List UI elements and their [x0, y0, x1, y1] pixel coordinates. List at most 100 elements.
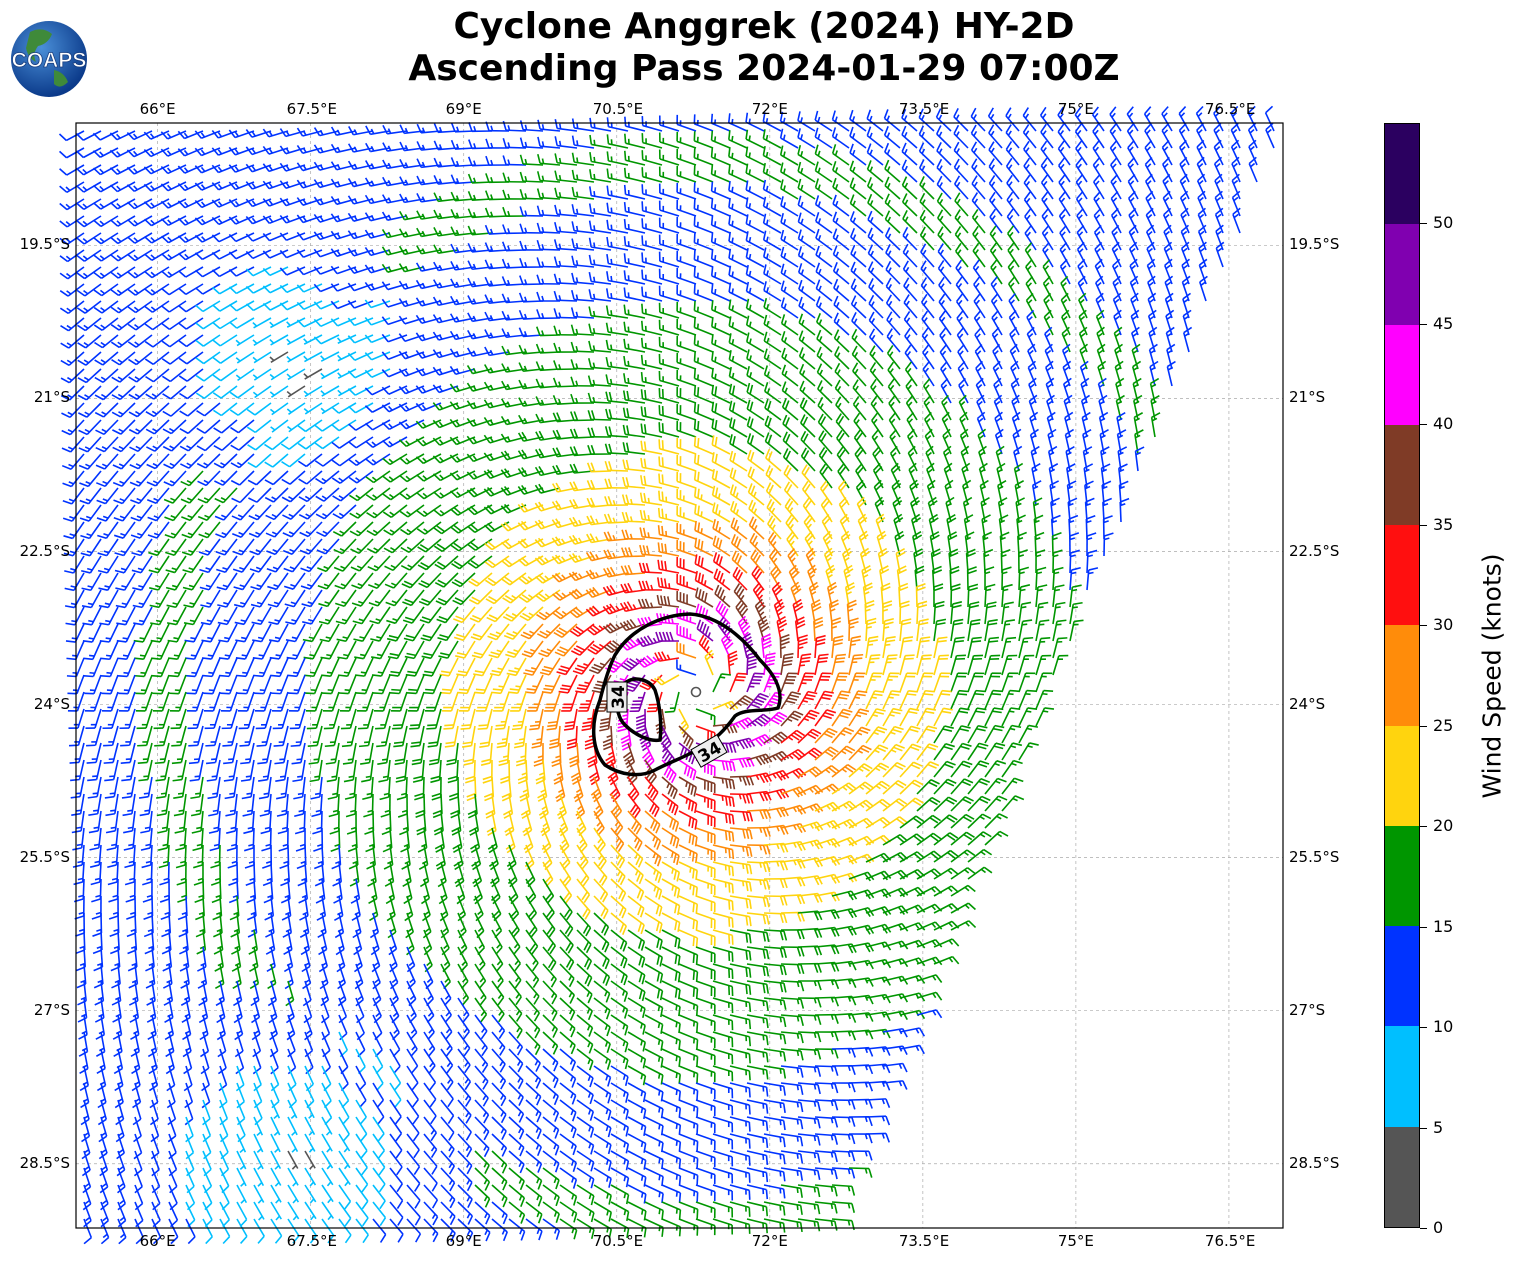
colorbar-tick-label: 40 [1433, 414, 1453, 433]
wind-barb [84, 675, 101, 694]
wind-barb [1136, 447, 1145, 471]
wind-barb [628, 1117, 646, 1136]
wind-barb [1019, 673, 1035, 692]
wind-barb [660, 133, 679, 148]
wind-barb [442, 692, 458, 711]
lat-tick-label: 24°S [1289, 695, 1325, 713]
wind-barb [900, 673, 916, 692]
wind-barb [696, 777, 715, 793]
wind-barb [645, 1202, 663, 1220]
wind-barb [305, 1134, 315, 1152]
wind-barb [658, 560, 679, 573]
wind-barb [99, 607, 118, 625]
wind-barb [695, 571, 713, 590]
wind-barb [713, 1032, 732, 1047]
wind-barb [747, 673, 764, 692]
wind-barb [440, 658, 458, 676]
wind-barb [696, 1185, 715, 1201]
wind-barb [1002, 726, 1021, 743]
wind-barb [695, 538, 713, 556]
wind-barb [102, 692, 118, 711]
wind-barb [746, 197, 764, 216]
lon-tick-label: 73.5°E [899, 1232, 947, 1250]
wind-barb [353, 624, 373, 641]
wind-barb [679, 1219, 698, 1236]
wind-barb [59, 131, 84, 140]
colorbar-tick-label: 25 [1433, 716, 1453, 735]
wind-barb [66, 641, 84, 659]
wind-barb [495, 709, 509, 729]
wind-barb [968, 708, 986, 726]
wind-barb [321, 658, 339, 676]
wind-barb [630, 692, 645, 711]
lat-tick-label: 21°S [34, 388, 70, 406]
wind-barb [694, 165, 713, 182]
wind-barb [781, 146, 798, 165]
wind-barb [985, 814, 1008, 828]
wind-barb [305, 1168, 315, 1186]
wind-barb [99, 590, 118, 607]
wind-barb [659, 439, 679, 454]
wind-barb [1036, 656, 1051, 675]
wind-barb [730, 696, 753, 709]
wind-barb [60, 165, 84, 175]
wind-barb [695, 454, 713, 471]
wind-barb [151, 624, 169, 642]
wind-barb [306, 692, 322, 711]
wind-barb [696, 1134, 715, 1150]
lon-tick-label: 66°E [134, 1232, 182, 1250]
wind-barb [934, 673, 950, 692]
wind-barb [304, 658, 322, 676]
wind-barb [866, 691, 884, 709]
wind-barb [695, 403, 713, 420]
wind-barb [677, 506, 696, 522]
wind-barb [656, 632, 679, 641]
wind-barb [82, 607, 101, 625]
colorbar-segment [1385, 425, 1419, 525]
wind-barb [205, 709, 220, 728]
wind-barb [694, 131, 713, 148]
wind-barb [968, 726, 987, 743]
wind-barb [288, 1134, 297, 1152]
wind-barb [628, 1066, 645, 1085]
wind-barb [900, 709, 919, 726]
colorbar-tick [1420, 826, 1427, 827]
wind-barb [611, 1168, 628, 1187]
wind-barb [1002, 673, 1018, 692]
wind-barb [696, 1015, 715, 1031]
colorbar-segment [1385, 124, 1419, 224]
wind-barb [677, 268, 696, 284]
wind-barb [287, 386, 305, 397]
wind-barb [900, 655, 915, 675]
wind-barb [254, 675, 271, 694]
wind-barb [730, 673, 747, 692]
wind-barb [271, 1219, 282, 1243]
wind-barb [659, 456, 679, 471]
wind-barb [763, 129, 781, 148]
wind-barb [118, 675, 135, 694]
lat-tick-label: 27°S [34, 1001, 70, 1019]
wind-barb [135, 658, 152, 676]
wind-barb [628, 1151, 646, 1170]
wind-barb [679, 879, 697, 897]
wind-barb [645, 1151, 663, 1169]
wind-barb [985, 726, 1004, 743]
wind-barb [341, 709, 356, 729]
lat-tick-label: 28.5°S [1289, 1154, 1339, 1172]
wind-barb [815, 673, 831, 692]
wind-barb [1002, 691, 1019, 709]
wind-barb [655, 652, 679, 662]
wind-barb [287, 403, 305, 414]
wind-barb [134, 624, 152, 642]
wind-barb [677, 523, 696, 539]
wind-barb [611, 1083, 628, 1103]
wind-barb [133, 607, 152, 625]
wind-barb [694, 250, 713, 267]
wind-barb [677, 302, 696, 318]
wind-barb [217, 590, 237, 607]
wind-barb [696, 1049, 715, 1065]
wind-barb [337, 624, 356, 641]
wind-barb [900, 691, 918, 709]
wind-barb [764, 180, 781, 199]
wind-barb [529, 709, 543, 730]
